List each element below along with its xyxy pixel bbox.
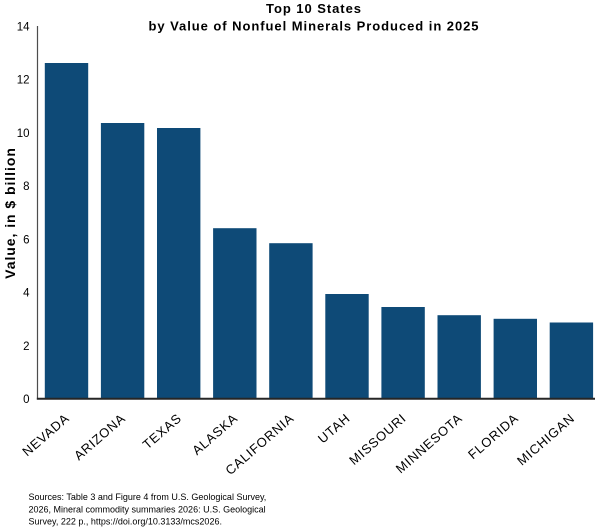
svg-text:FLORIDA: FLORIDA (465, 410, 521, 462)
svg-text:ARIZONA: ARIZONA (71, 410, 128, 463)
svg-text:UTAH: UTAH (315, 410, 353, 446)
svg-text:by Value of Nonfuel Minerals P: by Value of Nonfuel Minerals Produced in… (149, 19, 480, 34)
svg-text:6: 6 (23, 234, 29, 246)
svg-text:Survey, 222 p., https://doi.or: Survey, 222 p., https://doi.org/10.3133/… (29, 517, 222, 527)
svg-text:Sources: Table 3 and Figure 4: Sources: Table 3 and Figure 4 from U.S. … (29, 492, 267, 502)
svg-text:12: 12 (17, 75, 30, 87)
svg-text:Value, in $ billion: Value, in $ billion (2, 147, 18, 279)
svg-text:0: 0 (23, 394, 29, 406)
svg-text:NEVADA: NEVADA (19, 410, 72, 459)
svg-text:ALASKA: ALASKA (189, 410, 240, 457)
svg-text:2: 2 (23, 341, 29, 353)
svg-text:10: 10 (17, 128, 30, 140)
svg-text:Top 10 States: Top 10 States (266, 1, 362, 16)
svg-text:MICHIGAN: MICHIGAN (514, 410, 577, 468)
svg-text:14: 14 (17, 22, 30, 34)
svg-text:TEXAS: TEXAS (140, 410, 185, 452)
svg-text:2026, Mineral commodity summar: 2026, Mineral commodity summaries 2026: … (29, 504, 266, 514)
svg-text:4: 4 (23, 288, 30, 300)
svg-text:8: 8 (23, 181, 29, 193)
